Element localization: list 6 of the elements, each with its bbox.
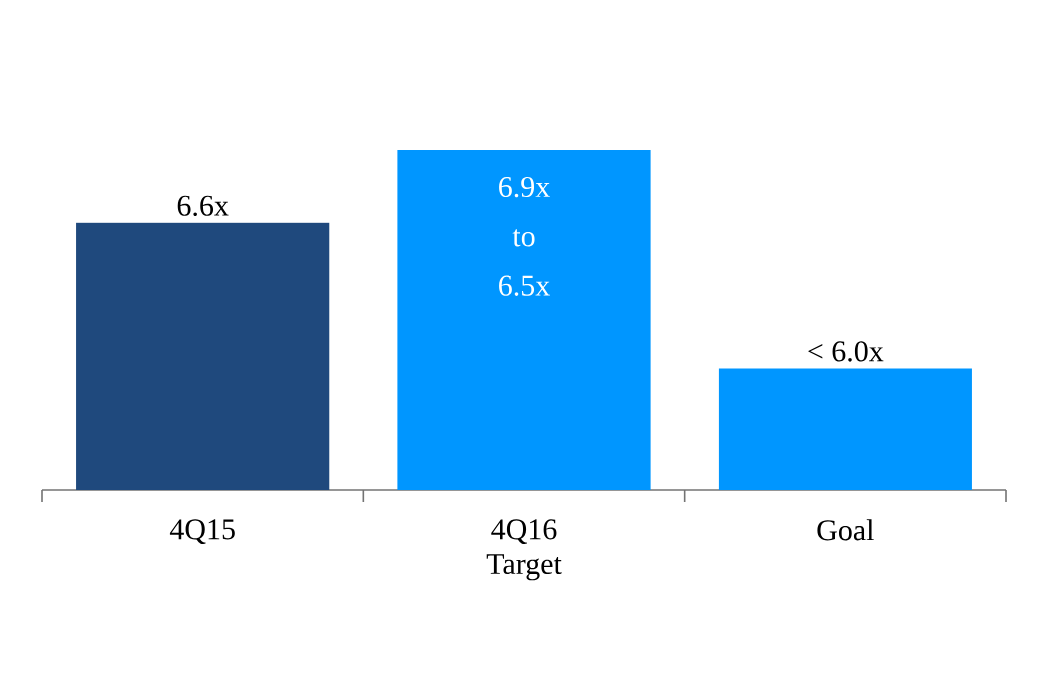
x-tick-label: Goal: [817, 519, 874, 541]
data-label: < 6.0x: [808, 341, 884, 362]
x-tick-label: 4Q16 Target: [486, 519, 562, 581]
x-tick-label: 4Q15: [169, 519, 235, 545]
data-label: 6.9x to 6.5x: [499, 176, 550, 296]
data-label: 6.6x: [177, 195, 229, 216]
